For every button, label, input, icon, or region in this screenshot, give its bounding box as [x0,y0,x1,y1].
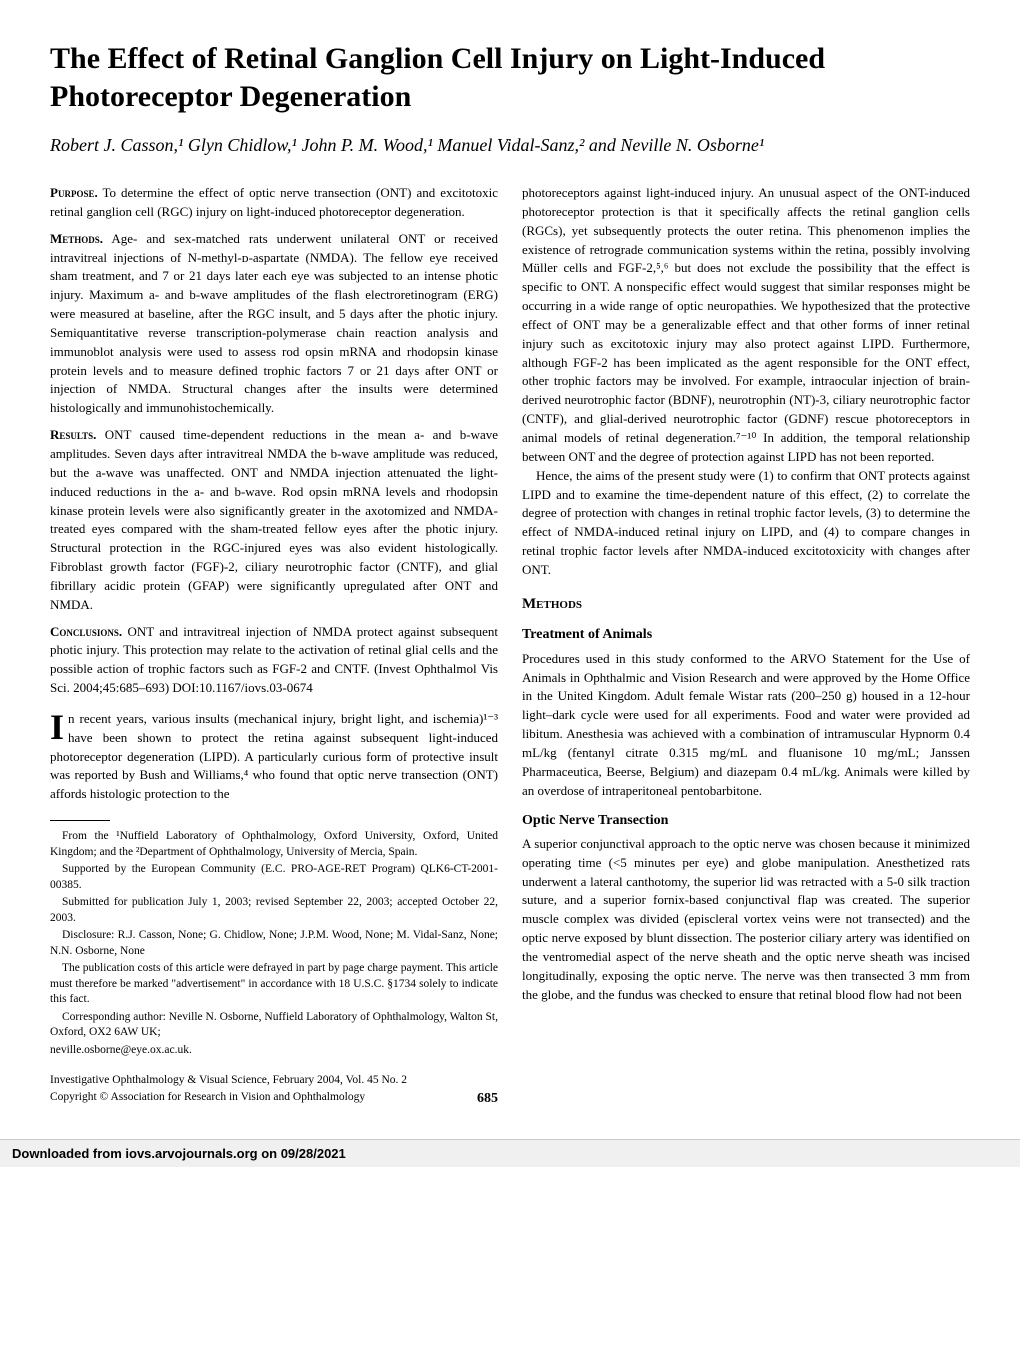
left-column: Purpose. To determine the effect of opti… [50,184,498,1109]
citation-journal: Investigative Ophthalmology & Visual Sci… [50,1072,498,1089]
purpose-text: To determine the effect of optic nerve t… [50,185,498,219]
methods-label: Methods. [50,231,103,246]
footnote-email: neville.osborne@eye.ox.ac.uk. [50,1043,498,1059]
footnote-advertisement: The publication costs of this article we… [50,961,498,1008]
footnote-corresponding: Corresponding author: Neville N. Osborne… [50,1010,498,1041]
footnote-support: Supported by the European Community (E.C… [50,862,498,893]
results-label: Results. [50,427,96,442]
citation-copyright: Copyright © Association for Research in … [50,1091,365,1103]
methods-heading: Methods [522,594,970,616]
footnote-separator [50,820,110,821]
methods-text: Age- and sex-matched rats underwent unil… [50,231,498,416]
col2-para1: photoreceptors against light-induced inj… [522,184,970,467]
page-number: 685 [477,1089,498,1109]
col2-para2: Hence, the aims of the present study wer… [522,467,970,580]
abstract-conclusions: Conclusions. ONT and intravitreal inject… [50,623,498,698]
results-text: ONT caused time-dependent reductions in … [50,427,498,612]
intro-paragraph: In recent years, various insults (mechan… [50,710,498,804]
treatment-heading: Treatment of Animals [522,625,970,645]
ont-heading: Optic Nerve Transection [522,811,970,831]
citation-copyright-line: Copyright © Association for Research in … [50,1089,498,1106]
footnote-dates: Submitted for publication July 1, 2003; … [50,895,498,926]
page-container: The Effect of Retinal Ganglion Cell Inju… [0,0,1020,1139]
abstract-results: Results. ONT caused time-dependent reduc… [50,426,498,614]
conclusions-label: Conclusions. [50,624,122,639]
two-column-layout: Purpose. To determine the effect of opti… [50,184,970,1109]
download-footer: Downloaded from iovs.arvojournals.org on… [0,1139,1020,1167]
intro-text: n recent years, various insults (mechani… [50,711,498,801]
dropcap-letter: I [50,710,68,742]
treatment-text: Procedures used in this study conformed … [522,650,970,801]
footnotes-block: From the ¹Nuffield Laboratory of Ophthal… [50,829,498,1058]
article-title: The Effect of Retinal Ganglion Cell Inju… [50,40,970,115]
purpose-label: Purpose. [50,185,98,200]
abstract-methods: Methods. Age- and sex-matched rats under… [50,230,498,418]
right-column: photoreceptors against light-induced inj… [522,184,970,1109]
abstract-purpose: Purpose. To determine the effect of opti… [50,184,498,222]
footnote-disclosure: Disclosure: R.J. Casson, None; G. Chidlo… [50,928,498,959]
footnote-affiliation: From the ¹Nuffield Laboratory of Ophthal… [50,829,498,860]
citation-block: Investigative Ophthalmology & Visual Sci… [50,1072,498,1105]
authors-line: Robert J. Casson,¹ Glyn Chidlow,¹ John P… [50,135,970,156]
ont-text: A superior conjunctival approach to the … [522,835,970,1005]
